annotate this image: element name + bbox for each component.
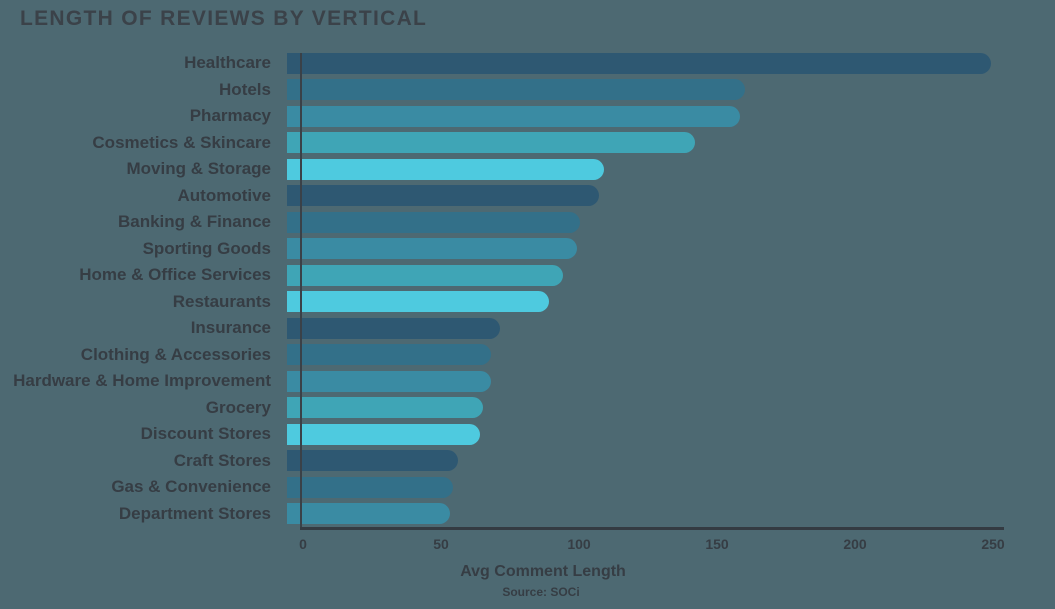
bar-restaurants	[287, 291, 550, 313]
bar-grocery	[287, 397, 483, 419]
bar-row: Automotive	[0, 183, 1055, 210]
bar-track	[287, 370, 1055, 392]
x-tick-150: 150	[705, 536, 729, 552]
bar-craft-stores	[287, 450, 459, 472]
bar-clothing-accessories	[287, 344, 492, 366]
bar-row: Banking & Finance	[0, 209, 1055, 236]
bar-row: Grocery	[0, 395, 1055, 422]
bar-hardware-home-improvement	[287, 370, 492, 392]
bar-row: Cosmetics & Skincare	[0, 130, 1055, 157]
bar-track	[287, 185, 1055, 207]
bar-track	[287, 132, 1055, 154]
bar-row: Home & Office Services	[0, 262, 1055, 289]
category-label: Discount Stores	[140, 424, 271, 444]
bar-track	[287, 158, 1055, 180]
category-label: Automotive	[177, 185, 272, 205]
bar-row: Department Stores	[0, 501, 1055, 528]
bar-row: Craft Stores	[0, 448, 1055, 475]
x-tick-100: 100	[567, 536, 591, 552]
bar-row: Restaurants	[0, 289, 1055, 316]
category-label: Department Stores	[118, 503, 271, 523]
bar-track	[287, 503, 1055, 525]
category-label: Grocery	[205, 397, 271, 417]
bar-track	[287, 79, 1055, 101]
bar-cosmetics-skincare	[287, 132, 696, 154]
category-label: Restaurants	[172, 291, 271, 311]
bar-track	[287, 264, 1055, 286]
bar-track	[287, 105, 1055, 127]
bar-hotels	[287, 79, 746, 101]
x-tick-200: 200	[843, 536, 867, 552]
bar-track	[287, 52, 1055, 74]
bar-gas-convenience	[287, 476, 453, 498]
x-axis-ticks: 0 50 100 150 200 250	[299, 536, 1013, 554]
category-label: Craft Stores	[173, 450, 271, 470]
x-axis-label: Avg Comment Length	[460, 563, 626, 580]
bar-row: Moving & Storage	[0, 156, 1055, 183]
bar-discount-stores	[287, 423, 481, 445]
x-tick-50: 50	[433, 536, 449, 552]
bar-row: Gas & Convenience	[0, 474, 1055, 501]
bar-track	[287, 344, 1055, 366]
category-label: Clothing & Accessories	[80, 344, 271, 364]
bar-row: Insurance	[0, 315, 1055, 342]
category-label: Pharmacy	[189, 106, 271, 126]
bar-track	[287, 450, 1055, 472]
chart-title: LENGTH OF REVIEWS BY VERTICAL	[20, 7, 428, 30]
bar-row: Healthcare	[0, 50, 1055, 77]
bar-track	[287, 238, 1055, 260]
bar-department-stores	[287, 503, 450, 525]
bar-rows: Healthcare Hotels Pharmacy Cosmetics & Skin…	[0, 50, 1055, 527]
bar-track	[287, 423, 1055, 445]
category-label: Banking & Finance	[117, 212, 271, 232]
category-label: Moving & Storage	[126, 159, 271, 179]
category-label: Gas & Convenience	[111, 477, 271, 497]
category-label: Sporting Goods	[142, 238, 271, 258]
bar-insurance	[287, 317, 500, 339]
bar-track	[287, 317, 1055, 339]
category-label: Hardware & Home Improvement	[13, 371, 271, 391]
bar-track	[287, 291, 1055, 313]
bar-row: Clothing & Accessories	[0, 342, 1055, 369]
bar-banking-finance	[287, 211, 580, 233]
x-tick-0: 0	[299, 536, 307, 552]
y-axis-line	[300, 53, 302, 527]
category-label: Insurance	[190, 318, 271, 338]
bar-automotive	[287, 185, 599, 207]
bar-track	[287, 397, 1055, 419]
category-label: Home & Office Services	[79, 265, 271, 285]
bar-row: Hotels	[0, 77, 1055, 104]
bar-row: Discount Stores	[0, 421, 1055, 448]
bar-row: Sporting Goods	[0, 236, 1055, 263]
category-label: Hotels	[219, 79, 271, 99]
bar-home-office-services	[287, 264, 563, 286]
x-tick-250: 250	[981, 536, 1005, 552]
x-axis-line	[300, 527, 1004, 530]
bar-track	[287, 211, 1055, 233]
category-label: Healthcare	[184, 53, 271, 73]
category-label: Cosmetics & Skincare	[92, 132, 271, 152]
bar-row: Hardware & Home Improvement	[0, 368, 1055, 395]
bar-row: Pharmacy	[0, 103, 1055, 130]
bar-sporting-goods	[287, 238, 577, 260]
bar-healthcare	[287, 52, 991, 74]
bar-track	[287, 476, 1055, 498]
bar-pharmacy	[287, 105, 740, 127]
source-note: Source: SOCi	[502, 585, 580, 599]
bar-moving-storage	[287, 158, 605, 180]
